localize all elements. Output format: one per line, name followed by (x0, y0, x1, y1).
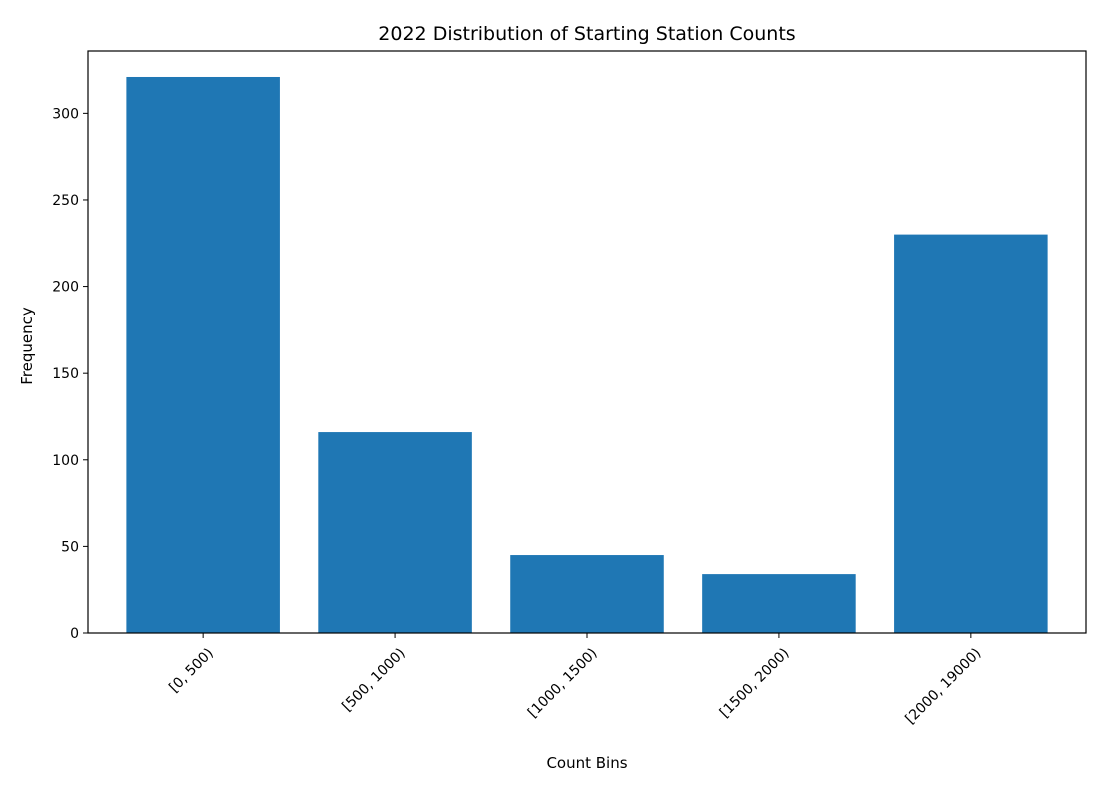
y-tick-label: 50 (61, 539, 79, 555)
y-tick-label: 100 (52, 453, 79, 469)
x-tick-label: [500, 1000) (339, 645, 408, 714)
bars-group (126, 76, 1048, 634)
x-tick-label: [1000, 1500) (525, 645, 601, 721)
y-tick-label: 250 (52, 193, 79, 209)
y-axis-label: Frequency (18, 307, 36, 385)
x-tick-label: [2000, 19000) (902, 645, 984, 727)
y-tick-label: 150 (52, 366, 79, 382)
y-tick-label: 0 (70, 626, 79, 642)
x-axis-label: Count Bins (546, 754, 627, 772)
bar (894, 234, 1048, 633)
chart-title: 2022 Distribution of Starting Station Co… (378, 23, 795, 45)
y-tick-label: 200 (52, 280, 79, 296)
bar (702, 574, 856, 633)
x-axis-ticks: [0, 500) [500, 1000) [1000, 1500) [1500, 20… (166, 633, 984, 727)
y-axis-ticks: 0 50 100 150 200 250 300 (52, 106, 88, 642)
bar (510, 555, 664, 633)
bar (318, 432, 472, 633)
x-tick-label: [0, 500) (166, 645, 217, 696)
x-tick-label: [1500, 2000) (717, 645, 793, 721)
plot-frame (87, 50, 1087, 634)
y-tick-label: 300 (52, 106, 79, 122)
bar (126, 76, 280, 634)
